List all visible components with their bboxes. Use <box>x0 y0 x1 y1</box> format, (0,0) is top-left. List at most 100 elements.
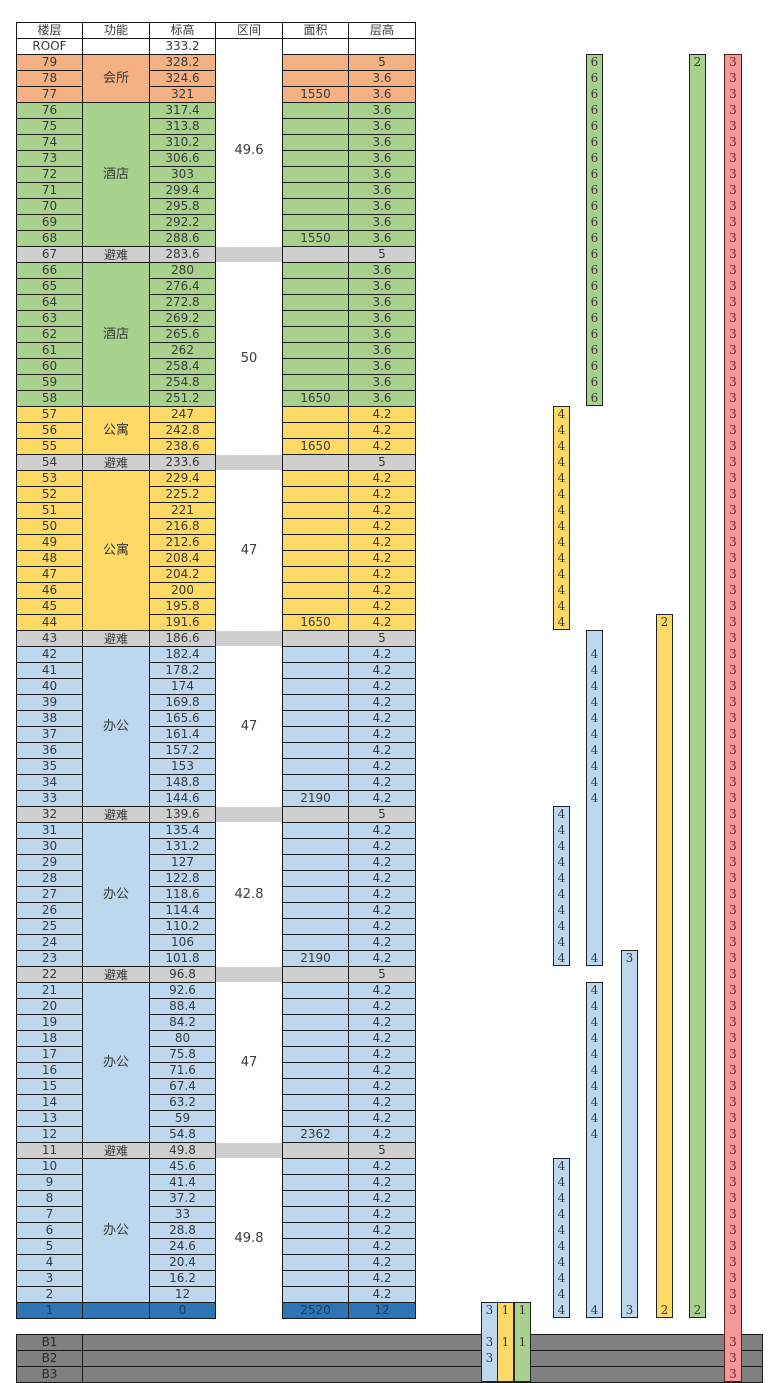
floor-height-cell: 4.2 <box>348 1238 416 1255</box>
elevator-count-label: 3 <box>729 1063 737 1077</box>
elevator-count-label: 3 <box>729 87 737 101</box>
elevator-count-label: 6 <box>590 311 599 325</box>
floor-height-cell: 3.6 <box>348 198 416 215</box>
floor-label: 21 <box>16 982 83 999</box>
elevator-count-label: 3 <box>729 1111 737 1125</box>
floor-height-cell: 4.2 <box>348 534 416 551</box>
elevator-count-label: 4 <box>557 839 566 853</box>
floor-height-cell: 3.6 <box>348 182 416 199</box>
floor-label: 5 <box>16 1238 83 1255</box>
elevation-cell: 324.6 <box>149 70 216 87</box>
elevator-count-label: 4 <box>590 1015 599 1029</box>
floor-height-cell: 3.6 <box>348 102 416 119</box>
area-cell <box>282 1206 349 1223</box>
elevation-cell: 276.4 <box>149 278 216 295</box>
floor-label: 30 <box>16 838 83 855</box>
floor-height-cell: 4.2 <box>348 950 416 967</box>
elevator-count-label: 3 <box>729 55 737 69</box>
elevator-count-label: 3 <box>729 647 737 661</box>
elevator-count-label: 4 <box>557 1303 566 1317</box>
elevation-cell: 63.2 <box>149 1094 216 1111</box>
floor-height-cell: 4.2 <box>348 422 416 439</box>
elevator-count-label: 3 <box>729 1159 737 1173</box>
elevation-cell: 144.6 <box>149 790 216 807</box>
floor-height-cell: 4.2 <box>348 662 416 679</box>
floor-height-cell: 4.2 <box>348 854 416 871</box>
floor-label: 7 <box>16 1206 83 1223</box>
elevator-count-label: 4 <box>590 727 599 741</box>
elevator-count-label: 3 <box>485 1335 494 1349</box>
elevation-cell: 122.8 <box>149 870 216 887</box>
elevator-count-label: 4 <box>557 823 566 837</box>
elevation-cell: 288.6 <box>149 230 216 247</box>
area-cell <box>282 246 349 263</box>
floor-label: 2 <box>16 1286 83 1303</box>
elevator-count-label: 4 <box>557 1239 566 1253</box>
area-cell <box>282 710 349 727</box>
elevation-cell: 127 <box>149 854 216 871</box>
elevation-cell: 148.8 <box>149 774 216 791</box>
elevation-cell: 195.8 <box>149 598 216 615</box>
area-cell <box>282 1046 349 1063</box>
area-cell <box>282 1110 349 1127</box>
interval-cell <box>215 454 283 471</box>
elevator-count-label: 3 <box>729 1143 737 1157</box>
floor-height-cell: 4.2 <box>348 582 416 599</box>
elevator-count-label: 3 <box>729 391 737 405</box>
interval-cell <box>215 246 283 263</box>
elevator-count-label: 1 <box>518 1335 527 1349</box>
floor-label: 65 <box>16 278 83 295</box>
elevator-count-label: 4 <box>590 1111 599 1125</box>
floor-height-cell: 4.2 <box>348 1030 416 1047</box>
elevation-cell: 292.2 <box>149 214 216 231</box>
floor-height-cell: 4.2 <box>348 982 416 999</box>
elevator-shaft-shuttle-office-3: 3 3 3 <box>481 1302 498 1382</box>
elevation-cell: 84.2 <box>149 1014 216 1031</box>
floor-label: 35 <box>16 758 83 775</box>
floor-height-cell: 4.2 <box>348 1078 416 1095</box>
floor-label: 8 <box>16 1190 83 1207</box>
elevator-count-label: 3 <box>729 1255 737 1269</box>
column-header: 面积 <box>282 22 349 39</box>
area-cell <box>282 470 349 487</box>
floor-height-cell: 3.6 <box>348 150 416 167</box>
area-cell <box>282 310 349 327</box>
elevator-count-label: 4 <box>590 679 599 693</box>
area-cell <box>282 342 349 359</box>
elevator-count-label: 4 <box>557 615 566 629</box>
area-cell <box>282 486 349 503</box>
elevator-count-label: 3 <box>729 1351 737 1365</box>
area-cell <box>282 774 349 791</box>
elevation-cell: 310.2 <box>149 134 216 151</box>
function-cell: 酒店 <box>82 262 150 407</box>
elevation-cell: 12 <box>149 1286 216 1303</box>
elevator-count-label: 6 <box>590 231 599 245</box>
elevator-count-label: 6 <box>590 151 599 165</box>
floor-height-cell: 3.6 <box>348 70 416 87</box>
elevator-shaft-apartment-local-4: 4 4 4 4 4 4 4 4 4 4 4 4 4 4 <box>553 406 570 630</box>
elevator-count-label: 3 <box>729 1271 737 1285</box>
floor-label: 67 <box>16 246 83 263</box>
elevator-count-label: 3 <box>729 839 737 853</box>
floor-label: 48 <box>16 550 83 567</box>
floor-label: 37 <box>16 726 83 743</box>
floor-label: 25 <box>16 918 83 935</box>
floor-label: 12 <box>16 1126 83 1143</box>
elevation-cell: 328.2 <box>149 54 216 71</box>
floor-height-cell: 3.6 <box>348 374 416 391</box>
area-cell <box>282 662 349 679</box>
floor-height-cell: 4.2 <box>348 598 416 615</box>
area-cell <box>282 166 349 183</box>
floor-height-cell: 3.6 <box>348 358 416 375</box>
floor-label: 72 <box>16 166 83 183</box>
elevation-cell: 303 <box>149 166 216 183</box>
elevation-cell: 169.8 <box>149 694 216 711</box>
elevation-cell: 161.4 <box>149 726 216 743</box>
elevator-count-label: 4 <box>590 695 599 709</box>
floor-height-cell: 4.2 <box>348 838 416 855</box>
elevator-count-label: 4 <box>557 407 566 421</box>
floor-label: 26 <box>16 902 83 919</box>
elevation-cell: 186.6 <box>149 630 216 647</box>
elevation-cell: 28.8 <box>149 1222 216 1239</box>
elevation-cell: 265.6 <box>149 326 216 343</box>
